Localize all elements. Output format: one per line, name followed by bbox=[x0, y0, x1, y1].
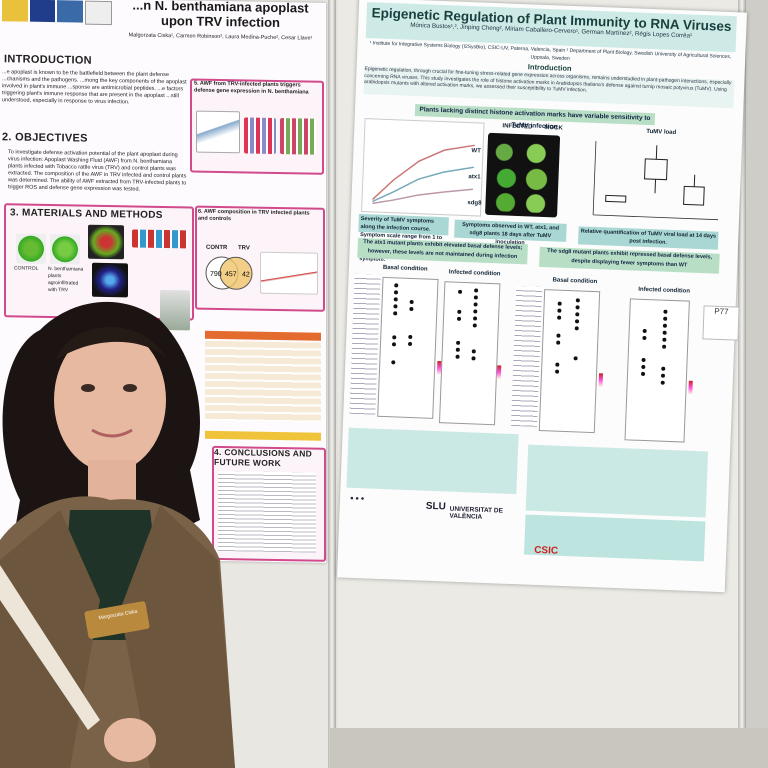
row-label-atx1: atx1 bbox=[468, 174, 481, 181]
row-label-sdg8: sdg8 bbox=[467, 200, 482, 207]
caption-a: Severity of TuMV symptoms along the infe… bbox=[358, 213, 449, 263]
caption-b: Symptoms observed in WT, atx1, and sdg8 … bbox=[454, 219, 567, 246]
left-poster: ...n N. benthamiana apoplast upon TRV in… bbox=[0, 0, 326, 563]
caption-c: Relative quantification of TuMV viral lo… bbox=[577, 226, 719, 250]
symptom-line-plot bbox=[361, 118, 485, 217]
row-label-wt: WT bbox=[471, 148, 481, 155]
venn-center-value: 457 bbox=[225, 271, 237, 278]
col-label-infected: INFECTED bbox=[502, 123, 533, 131]
logo-strip-bottom: ● ● ● bbox=[349, 495, 365, 503]
gene-list-left bbox=[349, 273, 381, 415]
presenter-person bbox=[0, 301, 235, 768]
symptom-curves bbox=[372, 144, 475, 205]
logo-uv: UNIVERSITAT DE VALÈNCIA bbox=[449, 505, 504, 521]
basal-label-right: Basal condition bbox=[552, 277, 598, 286]
col-label-tumv: TuMV load bbox=[646, 128, 677, 137]
heat-key-1 bbox=[436, 361, 442, 376]
infected-label-left: Infected condition bbox=[448, 269, 501, 278]
venn-left-value: 790 bbox=[210, 271, 222, 278]
plant-rosettes bbox=[489, 136, 556, 214]
basal-label-left: Basal condition bbox=[382, 264, 428, 273]
venn-right-value: 42 bbox=[242, 271, 250, 278]
floor bbox=[330, 728, 768, 768]
logo-slu: SLU bbox=[425, 500, 447, 513]
atx1-summary-text bbox=[346, 427, 519, 495]
next-board bbox=[746, 0, 768, 768]
gene-bar-plot-2 bbox=[280, 118, 316, 155]
infected-label-right: Infected condition bbox=[638, 286, 691, 295]
poster-number-sticker: P77 bbox=[702, 305, 740, 341]
viral-load-boxplot bbox=[592, 140, 719, 221]
logo-csic: CSIC bbox=[533, 544, 559, 557]
heat-key-2 bbox=[496, 365, 502, 380]
dotplot-basal-right bbox=[538, 289, 601, 434]
gene-list-right bbox=[510, 286, 543, 427]
heat-key-4 bbox=[688, 380, 693, 395]
board-divider bbox=[328, 0, 336, 768]
dotplot-infected-left bbox=[439, 281, 501, 426]
finding-bar-3: The sdg8 mutant plants exhibit repressed… bbox=[539, 246, 720, 274]
dotplot-infected-right bbox=[624, 298, 690, 443]
venn-diagram: 790 457 42 bbox=[205, 256, 253, 290]
board-divider-right bbox=[738, 0, 746, 768]
heat-key-3 bbox=[598, 373, 604, 388]
col-label-mock: MOCK bbox=[544, 124, 563, 132]
sticker-text: P77 bbox=[714, 306, 729, 317]
volcano-plot bbox=[260, 251, 318, 295]
sdg8-summary-text bbox=[525, 444, 709, 518]
plant-symptoms-photo bbox=[485, 132, 561, 218]
right-poster: Epigenetic Regulation of Plant Immunity … bbox=[337, 0, 747, 593]
